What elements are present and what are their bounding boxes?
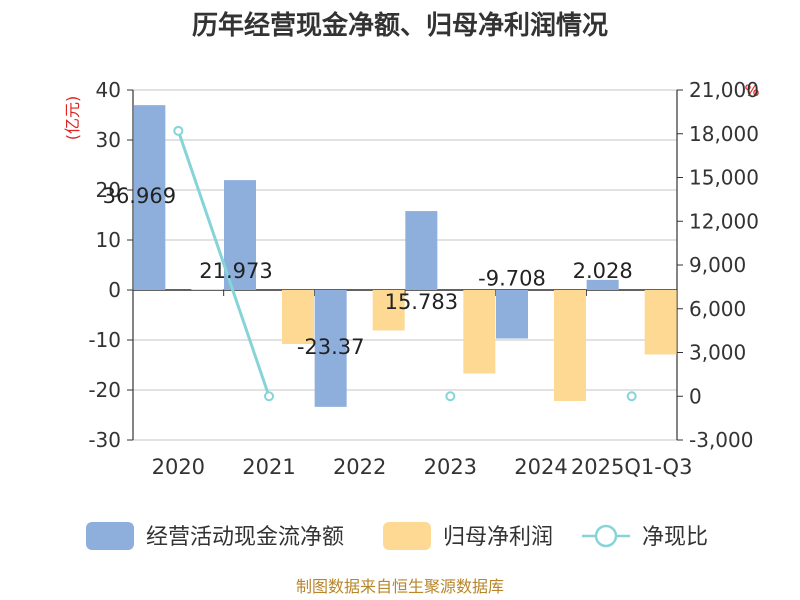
bar-profit: [282, 290, 314, 344]
right-tick-label: -3,000: [689, 428, 753, 452]
left-tick-label: 10: [96, 228, 121, 252]
bar-profit: [372, 290, 405, 331]
legend-item-profit[interactable]: 归母净利润: [383, 522, 553, 550]
left-tick-label: 20: [96, 178, 121, 202]
bar-cashflow: [133, 105, 166, 290]
left-tick-label: 40: [96, 78, 121, 102]
legend-marker-ratio: [594, 524, 618, 548]
right-tick-label: 21,000: [689, 78, 759, 102]
axes: 40 30 20 10 0 -10 -20 -30 21,000 18,000 15,000 12,0…: [88, 78, 759, 479]
category-label: 2022: [333, 455, 386, 479]
category-label: 2020: [152, 455, 205, 479]
ratio-point: [173, 125, 184, 136]
right-tick-label: 15,000: [689, 166, 759, 190]
left-tick-label: -10: [88, 328, 121, 352]
category-label: 2023: [424, 455, 477, 479]
legend-swatch-cashflow: [86, 522, 134, 550]
bar-cashflow: [586, 279, 619, 290]
category-label: 2024: [514, 455, 567, 479]
ratio-line-segment: [176, 130, 271, 397]
right-tick-label: 6,000: [689, 297, 746, 321]
ratio-point: [626, 391, 637, 402]
bar-cashflow: [224, 180, 256, 290]
source-note: 制图数据来自恒生聚源数据库: [296, 577, 504, 596]
bar-profit: [644, 290, 677, 355]
data-label-cashflow: 21.973: [199, 259, 272, 283]
right-tick-label: 0: [689, 384, 702, 408]
category-label: 2025Q1-Q3: [571, 455, 693, 479]
ratio-line: [173, 125, 637, 402]
right-tick-label: 12,000: [689, 209, 759, 233]
legend-item-ratio[interactable]: 净现比: [582, 524, 708, 550]
legend-label-profit: 归母净利润: [443, 525, 553, 550]
left-axis-unit: (亿元): [63, 96, 82, 141]
data-label-cashflow: 2.028: [573, 259, 633, 283]
legend-label-ratio: 净现比: [642, 525, 708, 550]
bar-profit: [554, 290, 586, 401]
bar-profit: [463, 290, 496, 374]
chart-title: 历年经营现金净额、归母净利润情况: [192, 10, 608, 41]
bar-cashflow: [405, 211, 438, 290]
data-label-cashflow: 15.783: [385, 290, 458, 314]
data-label-cashflow: -9.708: [478, 267, 546, 291]
bar-profit: [191, 289, 224, 290]
left-tick-label: 30: [96, 128, 121, 152]
legend: 经营活动现金流净额 归母净利润 净现比: [86, 522, 708, 550]
data-label-cashflow: 36.969: [103, 184, 176, 208]
bar-cashflow: [496, 290, 528, 339]
left-tick-label: -20: [88, 378, 121, 402]
left-tick-label: -30: [88, 428, 121, 452]
bars: [133, 105, 677, 407]
data-label-cashflow: -23.37: [297, 335, 365, 359]
right-tick-label: 3,000: [689, 341, 746, 365]
right-tick-label: 9,000: [689, 253, 746, 277]
legend-item-cashflow[interactable]: 经营活动现金流净额: [86, 522, 344, 550]
bar-cashflow: [314, 290, 347, 407]
left-tick-label: 0: [108, 278, 121, 302]
right-tick-label: 18,000: [689, 122, 759, 146]
data-labels: 36.969 21.973 -23.37 15.783 -9.708 2.028: [103, 184, 633, 359]
category-label: 2021: [242, 455, 295, 479]
legend-swatch-profit: [383, 522, 431, 550]
ratio-point: [264, 391, 274, 402]
ratio-point: [445, 391, 456, 402]
legend-label-cashflow: 经营活动现金流净额: [146, 525, 344, 550]
right-axis-unit: %: [744, 81, 759, 100]
